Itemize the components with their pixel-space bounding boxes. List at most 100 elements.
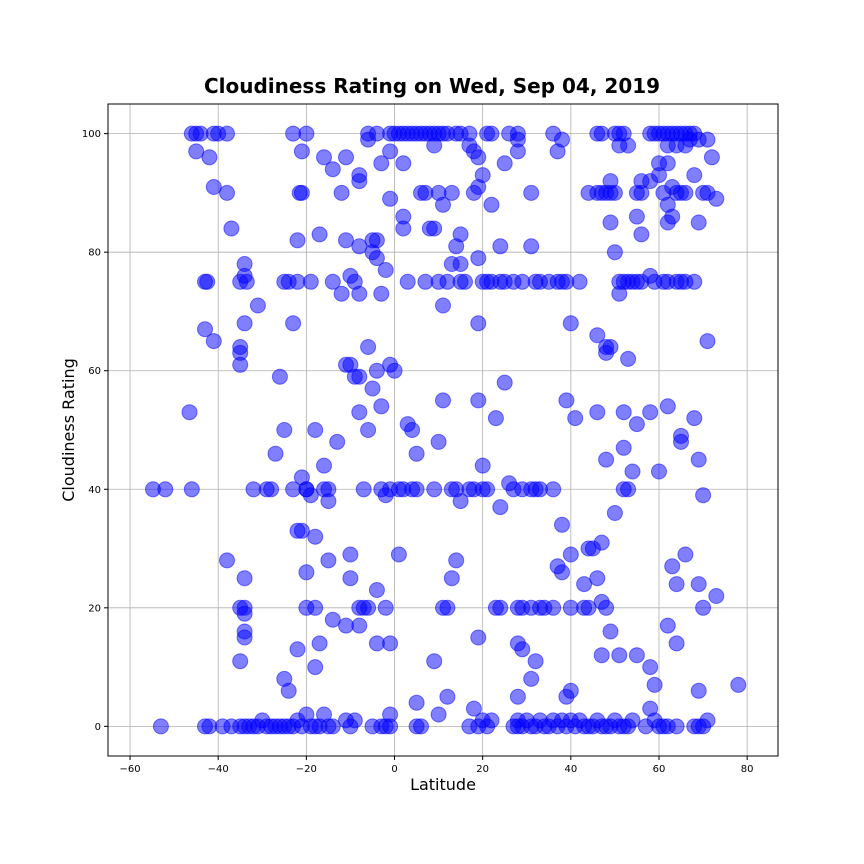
data-point (236, 605, 253, 622)
data-point (562, 682, 579, 699)
data-point (324, 718, 341, 735)
y-tick-label: 40 (88, 485, 101, 496)
y-tick-label: 80 (88, 248, 101, 259)
data-point (342, 546, 359, 563)
data-points (145, 125, 747, 735)
data-point (514, 273, 531, 290)
data-point (249, 297, 266, 314)
data-point (373, 155, 390, 172)
data-point (291, 184, 308, 201)
x-tick-label: 40 (564, 764, 577, 775)
data-point (271, 368, 288, 385)
data-point (615, 439, 632, 456)
data-point (523, 670, 540, 687)
data-point (377, 599, 394, 616)
data-point (360, 422, 377, 438)
data-point (395, 220, 412, 237)
x-tick-label: −40 (208, 764, 229, 775)
data-point (293, 143, 310, 160)
data-point (302, 273, 319, 290)
data-point (606, 244, 623, 261)
data-point (602, 339, 619, 355)
data-point (699, 131, 716, 148)
data-point (382, 356, 399, 373)
data-point (280, 682, 297, 699)
data-point (311, 635, 328, 652)
data-point (382, 635, 399, 652)
data-point (545, 599, 562, 616)
data-point (470, 315, 487, 332)
data-point (435, 297, 451, 314)
data-point (236, 256, 253, 272)
data-point (673, 433, 689, 450)
data-point (307, 528, 324, 545)
data-point (236, 315, 253, 332)
data-point (509, 688, 526, 705)
data-point (342, 570, 359, 587)
data-point (483, 196, 500, 213)
data-point (408, 694, 425, 711)
data-point (183, 481, 200, 498)
data-point (219, 552, 235, 569)
data-point (364, 232, 381, 249)
data-point (598, 599, 615, 616)
data-point (298, 125, 315, 142)
data-point (628, 208, 645, 225)
data-point (628, 647, 645, 664)
data-point (465, 700, 482, 717)
data-point (443, 184, 460, 201)
data-point (681, 131, 698, 148)
data-point (699, 333, 716, 350)
data-point (646, 676, 663, 693)
data-point (620, 350, 637, 367)
data-point (668, 718, 685, 735)
data-point (703, 149, 720, 166)
data-point (448, 552, 465, 569)
data-point (351, 238, 368, 255)
data-point (668, 576, 685, 593)
data-point (606, 505, 623, 521)
data-point (576, 576, 593, 593)
data-point (324, 273, 341, 290)
data-point (382, 718, 399, 735)
x-tick-label: −20 (296, 764, 317, 775)
data-point (554, 564, 570, 581)
data-point (373, 398, 390, 415)
data-point (329, 433, 346, 450)
data-point (562, 599, 579, 616)
data-point (474, 457, 491, 474)
data-point (523, 238, 540, 255)
data-point (690, 214, 707, 231)
data-point (602, 214, 619, 231)
data-point (413, 718, 429, 735)
data-point (708, 588, 725, 604)
data-point (483, 712, 500, 729)
data-point (514, 641, 531, 658)
data-point (615, 404, 632, 421)
x-tick-label: −60 (119, 764, 140, 775)
x-axis-label: Latitude (410, 775, 476, 794)
data-point (523, 184, 540, 201)
data-point (426, 653, 443, 670)
data-point (470, 392, 487, 409)
data-point (408, 481, 425, 498)
data-point (232, 653, 249, 670)
data-point (624, 463, 641, 480)
data-point (338, 232, 354, 249)
data-point (205, 179, 222, 195)
data-point (307, 422, 324, 438)
data-point (289, 641, 306, 658)
data-point (399, 273, 416, 290)
data-point (320, 552, 337, 569)
data-point (690, 576, 707, 593)
data-point (558, 392, 575, 409)
data-point (333, 285, 350, 302)
data-point (677, 546, 694, 563)
data-point (346, 712, 363, 729)
data-point (219, 184, 235, 201)
data-point (465, 184, 482, 201)
data-point (589, 327, 606, 344)
data-point (659, 617, 676, 634)
data-point (439, 599, 456, 616)
